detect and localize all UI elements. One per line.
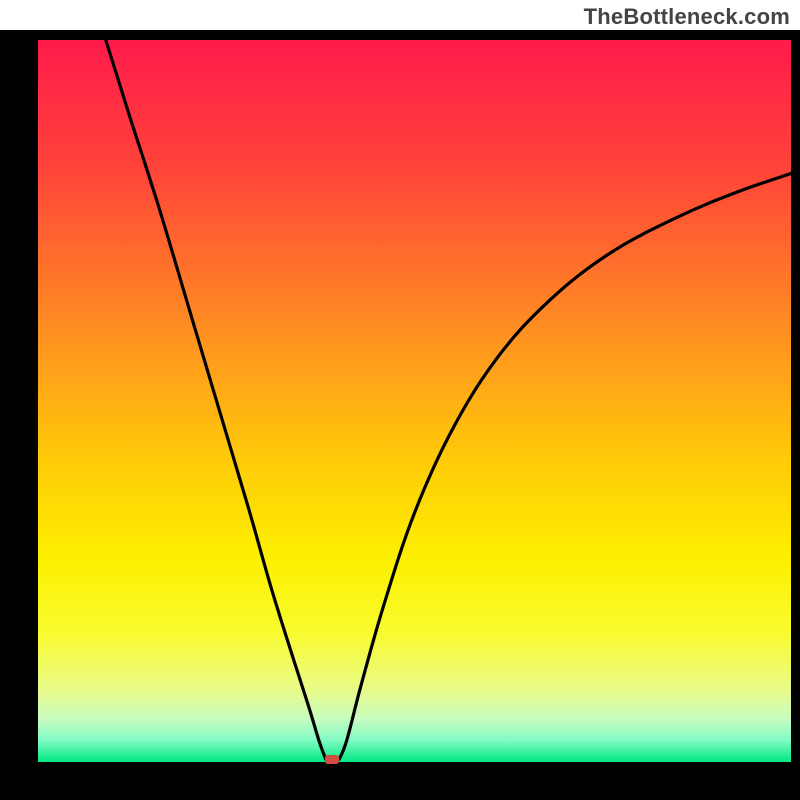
frame-bottom	[0, 762, 800, 800]
watermark-text: TheBottleneck.com	[584, 4, 790, 30]
bottleneck-curve	[38, 40, 791, 762]
chart-container: TheBottleneck.com	[0, 0, 800, 800]
frame-left	[0, 30, 38, 800]
frame-top	[0, 30, 800, 40]
minimum-marker	[325, 755, 339, 764]
frame-right	[791, 30, 800, 800]
plot-area	[38, 40, 791, 762]
